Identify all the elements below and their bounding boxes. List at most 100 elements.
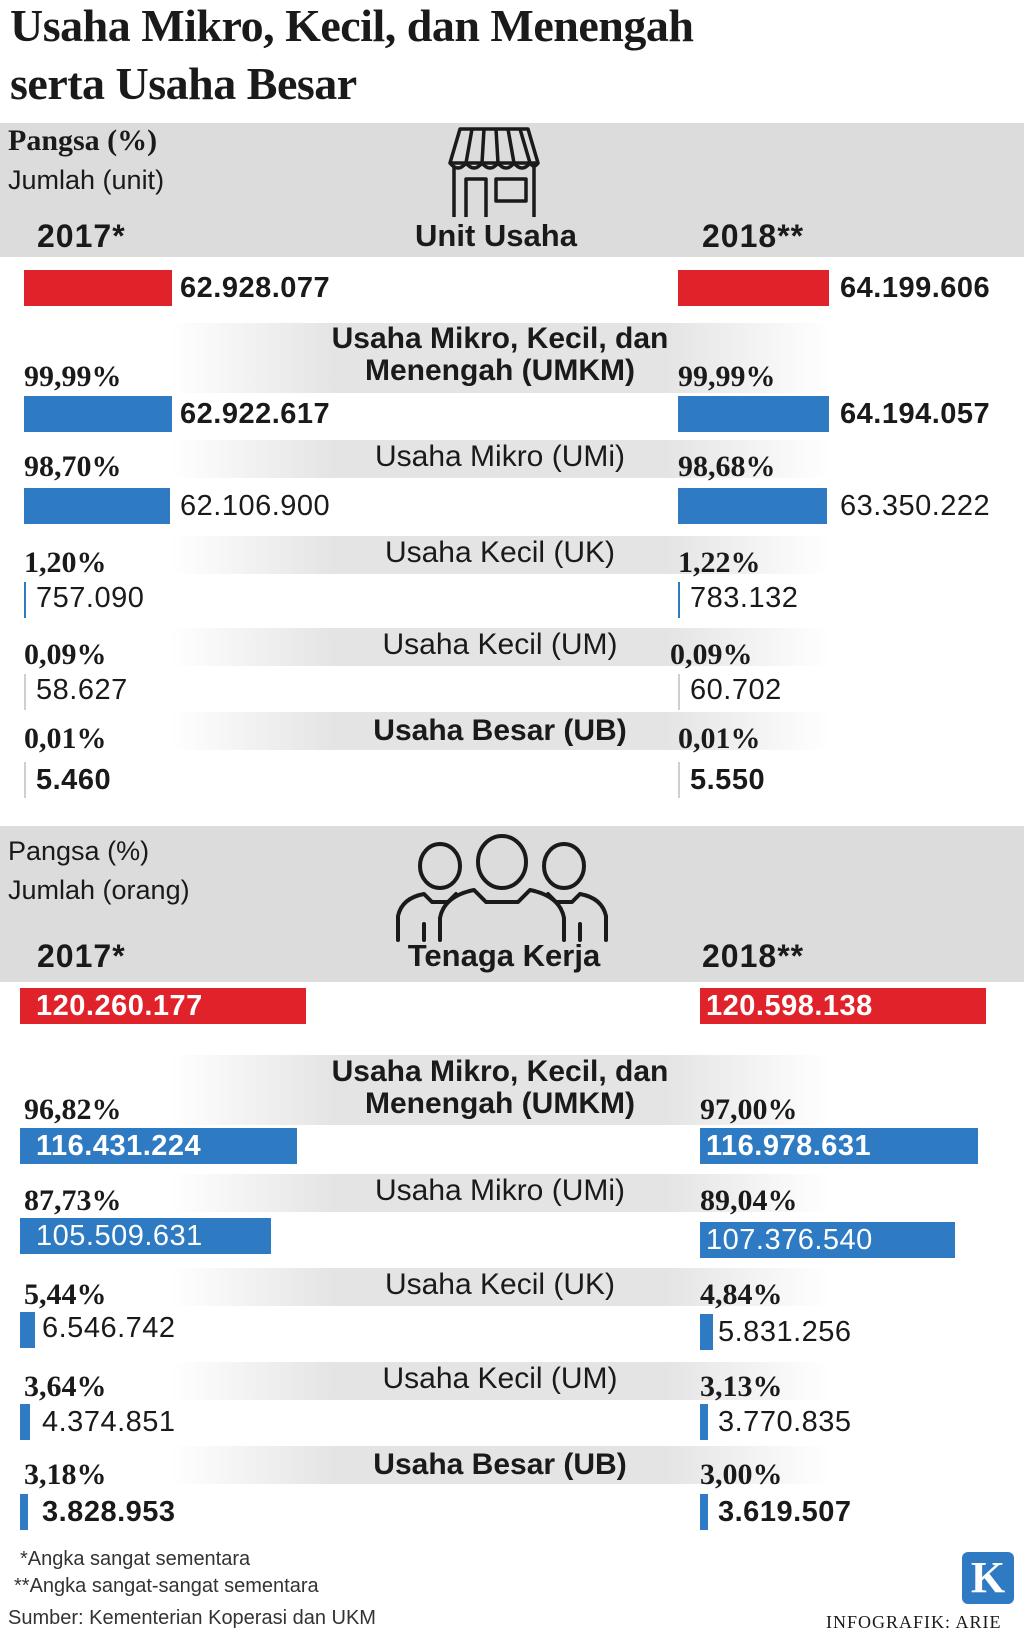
labor-umkm-value-2017: 116.431.224 — [36, 1130, 202, 1162]
unit-total-bar-2018 — [678, 270, 829, 306]
labor-um-pct-2017: 3,64% — [24, 1370, 107, 1403]
unit-umkm-pct-2017: 99,99% — [24, 360, 122, 393]
unit-umkm-pct-2018: 99,99% — [678, 360, 776, 393]
labor-uk-value-2017: 6.546.742 — [42, 1312, 176, 1344]
unit-um-bar-2018 — [678, 674, 680, 710]
labor-legend-count: Jumlah (orang) — [8, 875, 190, 905]
unit-um-pct-2017: 0,09% — [24, 638, 107, 671]
labor-uk-bar-2018 — [700, 1314, 713, 1350]
labor-umkm-bar-2017 — [20, 1128, 297, 1164]
unit-title: Unit Usaha — [415, 218, 577, 253]
labor-umi-pct-2018: 89,04% — [700, 1184, 798, 1217]
unit-uk-stripe — [170, 536, 830, 574]
labor-umi-bar-2017 — [20, 1218, 271, 1254]
labor-ub-label: Usaha Besar (UB) — [373, 1448, 627, 1481]
unit-umkm-stripe — [170, 323, 830, 393]
unit-ub-value-2017: 5.460 — [36, 764, 112, 796]
unit-ub-bar-2018 — [678, 762, 680, 798]
unit-legend-share: Pangsa (%) — [8, 124, 158, 157]
unit-umkm-value-2017: 62.922.617 — [180, 398, 331, 430]
unit-total-value-2018: 64.199.606 — [840, 272, 991, 304]
labor-year-left: 2017* — [37, 938, 126, 974]
labor-uk-bar-2017 — [20, 1312, 35, 1348]
labor-um-label: Usaha Kecil (UM) — [382, 1362, 618, 1395]
labor-ub-bar-2017 — [20, 1494, 28, 1530]
unit-ub-pct-2018: 0,01% — [678, 722, 761, 755]
unit-um-stripe — [170, 628, 830, 666]
labor-uk-label: Usaha Kecil (UK) — [384, 1268, 616, 1301]
labor-uk-value-2018: 5.831.256 — [718, 1316, 852, 1348]
unit-um-label: Usaha Kecil (UM) — [382, 628, 618, 661]
labor-um-bar-2018 — [700, 1404, 708, 1440]
labor-um-value-2017: 4.374.851 — [42, 1406, 176, 1438]
unit-umkm-label-2: Menengah (UMKM) — [365, 354, 635, 387]
kompas-logo: K — [962, 1552, 1014, 1604]
labor-ub-pct-2018: 3,00% — [700, 1458, 783, 1491]
labor-umkm-value-2018: 116.978.631 — [706, 1130, 872, 1162]
unit-umi-value-2018: 63.350.222 — [840, 490, 991, 522]
unit-um-value-2018: 60.702 — [690, 674, 782, 706]
unit-umi-bar-2017 — [24, 488, 170, 524]
labor-legend-share: Pangsa (%) — [8, 836, 150, 866]
labor-umi-value-2018: 107.376.540 — [706, 1224, 873, 1256]
unit-um-bar-2017 — [24, 674, 26, 710]
labor-umi-pct-2017: 87,73% — [24, 1184, 122, 1217]
unit-umkm-bar-2018 — [678, 396, 829, 432]
unit-umi-pct-2017: 98,70% — [24, 450, 122, 483]
labor-um-value-2018: 3.770.835 — [718, 1406, 852, 1438]
labor-um-pct-2018: 3,13% — [700, 1370, 783, 1403]
shop-icon — [448, 127, 540, 217]
unit-uk-value-2018: 783.132 — [690, 582, 799, 614]
unit-year-right: 2018** — [702, 218, 805, 254]
footnote-2: **Angka sangat-sangat sementara — [14, 1575, 319, 1597]
unit-umkm-value-2018: 64.194.057 — [840, 398, 991, 430]
unit-umkm-bar-2017 — [24, 396, 172, 432]
labor-total-value-2018: 120.598.138 — [706, 990, 873, 1022]
unit-um-value-2017: 58.627 — [36, 674, 128, 706]
labor-uk-pct-2018: 4,84% — [700, 1278, 783, 1311]
unit-legend-count: Jumlah (unit) — [8, 165, 165, 195]
unit-ub-label: Usaha Besar (UB) — [373, 714, 627, 747]
unit-total-bar-2017 — [24, 270, 172, 306]
source-note: Sumber: Kementerian Koperasi dan UKM — [8, 1607, 376, 1629]
labor-umkm-pct-2018: 97,00% — [700, 1093, 798, 1126]
labor-ub-stripe — [170, 1446, 830, 1484]
unit-ub-pct-2017: 0,01% — [24, 722, 107, 755]
labor-uk-stripe — [170, 1268, 830, 1306]
unit-uk-value-2017: 757.090 — [36, 582, 145, 614]
unit-umi-stripe — [170, 440, 830, 478]
labor-ub-value-2018: 3.619.507 — [718, 1496, 852, 1528]
labor-umi-label: Usaha Mikro (UMi) — [374, 1174, 626, 1207]
page-title-line2: serta Usaha Besar — [10, 58, 357, 109]
unit-uk-bar-2018 — [678, 582, 680, 618]
unit-uk-pct-2018: 1,22% — [678, 546, 761, 579]
people-icon — [396, 834, 608, 942]
labor-total-bar-2018 — [700, 988, 986, 1024]
labor-total-value-2017: 120.260.177 — [36, 990, 203, 1022]
labor-ub-value-2017: 3.828.953 — [42, 1496, 176, 1528]
labor-umi-stripe — [170, 1174, 830, 1212]
unit-umi-pct-2018: 98,68% — [678, 450, 776, 483]
labor-umkm-label-1: Usaha Mikro, Kecil, dan — [331, 1055, 669, 1088]
unit-uk-label: Usaha Kecil (UK) — [384, 536, 616, 569]
labor-total-bar-2017 — [20, 988, 306, 1024]
unit-uk-pct-2017: 1,20% — [24, 546, 107, 579]
labor-umkm-bar-2018 — [700, 1128, 978, 1164]
infographic-credit: INFOGRAFIK: ARIE — [826, 1612, 1002, 1632]
labor-umkm-pct-2017: 96,82% — [24, 1093, 122, 1126]
page-title-line1: Usaha Mikro, Kecil, dan Menengah — [10, 0, 694, 51]
unit-ub-value-2018: 5.550 — [690, 764, 766, 796]
labor-umi-value-2017: 105.509.631 — [36, 1220, 203, 1252]
labor-year-right: 2018** — [702, 938, 805, 974]
labor-title: Tenaga Kerja — [407, 938, 601, 973]
labor-uk-pct-2017: 5,44% — [24, 1278, 107, 1311]
unit-uk-bar-2017 — [24, 582, 26, 618]
footnote-1: *Angka sangat sementara — [20, 1548, 251, 1570]
labor-umkm-stripe — [170, 1055, 830, 1125]
unit-umkm-label-1: Usaha Mikro, Kecil, dan — [331, 322, 669, 355]
labor-ub-pct-2017: 3,18% — [24, 1458, 107, 1491]
unit-ub-bar-2017 — [24, 762, 26, 798]
unit-um-pct-2018: 0,09% — [670, 638, 753, 671]
unit-year-left: 2017* — [37, 218, 126, 254]
unit-total-value-2017: 62.928.077 — [180, 272, 331, 304]
